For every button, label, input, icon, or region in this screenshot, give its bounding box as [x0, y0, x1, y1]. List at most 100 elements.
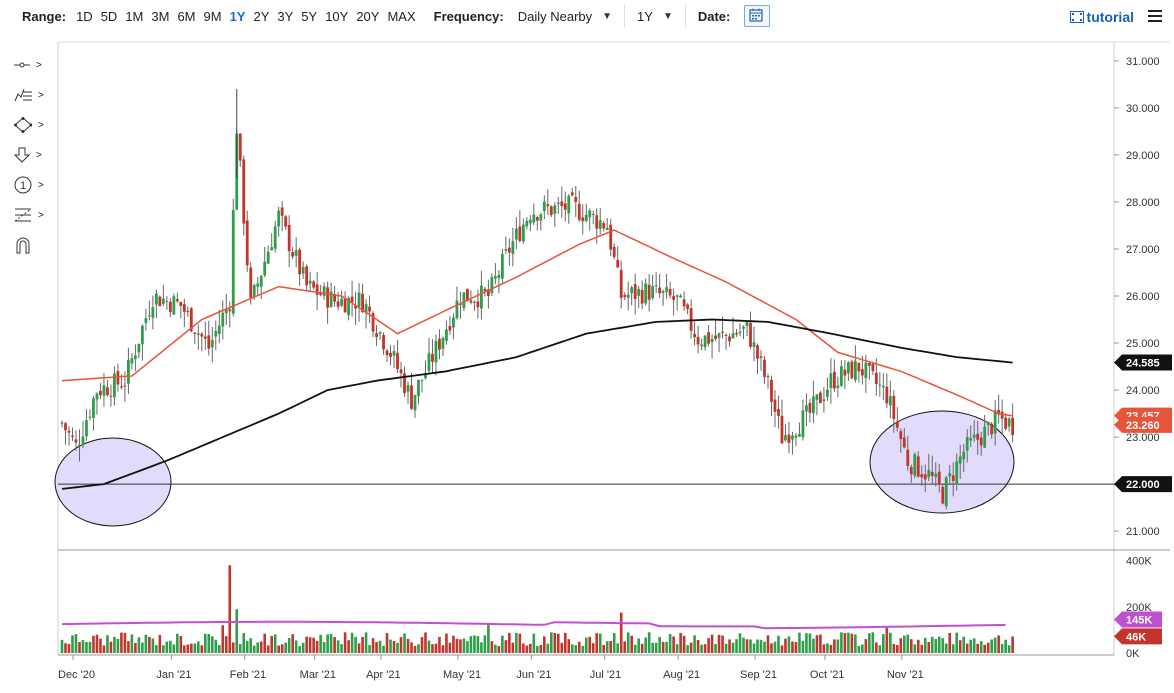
volume-bar — [770, 643, 773, 653]
candle-body — [700, 344, 703, 347]
volume-bar — [738, 633, 742, 653]
divider — [624, 5, 626, 27]
menu-icon[interactable] — [1148, 7, 1162, 25]
candle-body — [106, 387, 109, 396]
volume-bar — [385, 633, 389, 653]
volume-bar — [431, 644, 434, 653]
volume-bar — [424, 632, 427, 653]
volume-bar — [413, 645, 417, 653]
volume-bar — [675, 644, 679, 653]
range-button-6m[interactable]: 6M — [177, 8, 196, 24]
range-button-3y[interactable]: 3Y — [277, 8, 294, 24]
shapes-tool[interactable]: > — [14, 110, 54, 140]
volume-bar — [158, 634, 162, 653]
crosshair-tool[interactable]: > — [14, 50, 54, 80]
candle-body — [871, 364, 875, 372]
candle-body — [990, 423, 994, 435]
range-button-1y[interactable]: 1Y — [229, 8, 246, 24]
arrow-tool[interactable]: > — [14, 140, 54, 170]
volume-bar — [120, 632, 123, 653]
volume-bar — [71, 635, 74, 653]
chevron-right-icon: > — [38, 119, 44, 131]
volume-bar — [623, 641, 626, 653]
volume-bar — [354, 636, 357, 653]
volume-bar — [480, 642, 483, 653]
candle-body — [399, 369, 403, 374]
volume-bar — [937, 636, 941, 653]
range-button-5d[interactable]: 5D — [100, 8, 118, 24]
volume-bar — [902, 635, 906, 653]
candle-body — [944, 477, 948, 507]
range-button-3m[interactable]: 3M — [151, 8, 170, 24]
volume-bar — [630, 635, 633, 653]
candle-body — [976, 433, 980, 440]
candle-body — [322, 286, 326, 296]
candle-body — [448, 326, 452, 331]
range-button-20y[interactable]: 20Y — [356, 8, 380, 24]
candle-body — [934, 473, 938, 478]
volume-bar — [909, 639, 913, 653]
magnet-tool[interactable] — [14, 230, 54, 260]
annotation-tool[interactable]: 1 > — [14, 170, 54, 200]
fibonacci-tool[interactable]: > — [14, 200, 54, 230]
candle-body — [511, 241, 515, 255]
volume-bar — [245, 641, 249, 653]
candle-body — [273, 226, 277, 249]
candle-body — [497, 275, 501, 278]
calendar-button[interactable] — [744, 5, 771, 27]
candle-body — [521, 224, 525, 242]
volume-bar — [882, 634, 885, 653]
volume-bar — [1000, 644, 1004, 653]
volume-bar — [200, 645, 204, 653]
candle-body — [703, 335, 707, 348]
candle-body — [556, 202, 560, 204]
volume-bar — [868, 633, 871, 653]
range-button-5y[interactable]: 5Y — [301, 8, 318, 24]
candle-body — [385, 350, 389, 356]
candle-body — [127, 360, 130, 384]
volume-bar — [633, 644, 637, 653]
period-select[interactable]: 1Y ▼ — [637, 9, 673, 24]
volume-bar — [441, 645, 445, 653]
candle-body — [647, 284, 651, 300]
range-button-10y[interactable]: 10Y — [325, 8, 349, 24]
range-button-9m[interactable]: 9M — [203, 8, 222, 24]
volume-bar — [696, 640, 700, 653]
candle-body — [116, 371, 120, 385]
candle-body — [459, 303, 462, 305]
volume-bar — [329, 634, 333, 653]
volume-bar — [259, 641, 263, 653]
volume-bar — [155, 645, 158, 653]
candle-body — [221, 312, 225, 327]
range-button-1m[interactable]: 1M — [125, 8, 144, 24]
range-button-1d[interactable]: 1D — [76, 8, 93, 24]
indicator-tool[interactable]: > — [14, 80, 54, 110]
volume-bar — [420, 637, 424, 653]
volume-bar — [340, 644, 343, 653]
candle-body — [203, 336, 207, 339]
volume-bar — [85, 641, 88, 653]
range-button-max[interactable]: MAX — [387, 8, 416, 24]
highlight-ellipse-left — [54, 437, 172, 527]
volume-bar — [833, 639, 836, 653]
candle-body — [839, 366, 843, 386]
candle-body — [923, 474, 927, 480]
range-button-2y[interactable]: 2Y — [253, 8, 270, 24]
volume-bar — [780, 645, 784, 653]
candle-body — [130, 358, 134, 364]
y-tick-label: 23.000 — [1126, 432, 1160, 444]
candle-body — [563, 203, 567, 210]
candle-body — [217, 325, 221, 334]
y-tick-label: 29.000 — [1126, 150, 1160, 162]
volume-bar — [130, 634, 134, 653]
volume-bar — [525, 645, 529, 653]
volume-bar — [616, 643, 620, 653]
volume-bar — [490, 641, 494, 653]
volume-bar — [151, 638, 155, 653]
chevron-right-icon: > — [36, 59, 42, 71]
frequency-select[interactable]: Daily Nearby ▼ — [518, 9, 612, 24]
volume-bar — [577, 641, 581, 653]
tutorial-link[interactable]: tutorial — [1069, 9, 1134, 25]
candle-body — [972, 434, 976, 438]
